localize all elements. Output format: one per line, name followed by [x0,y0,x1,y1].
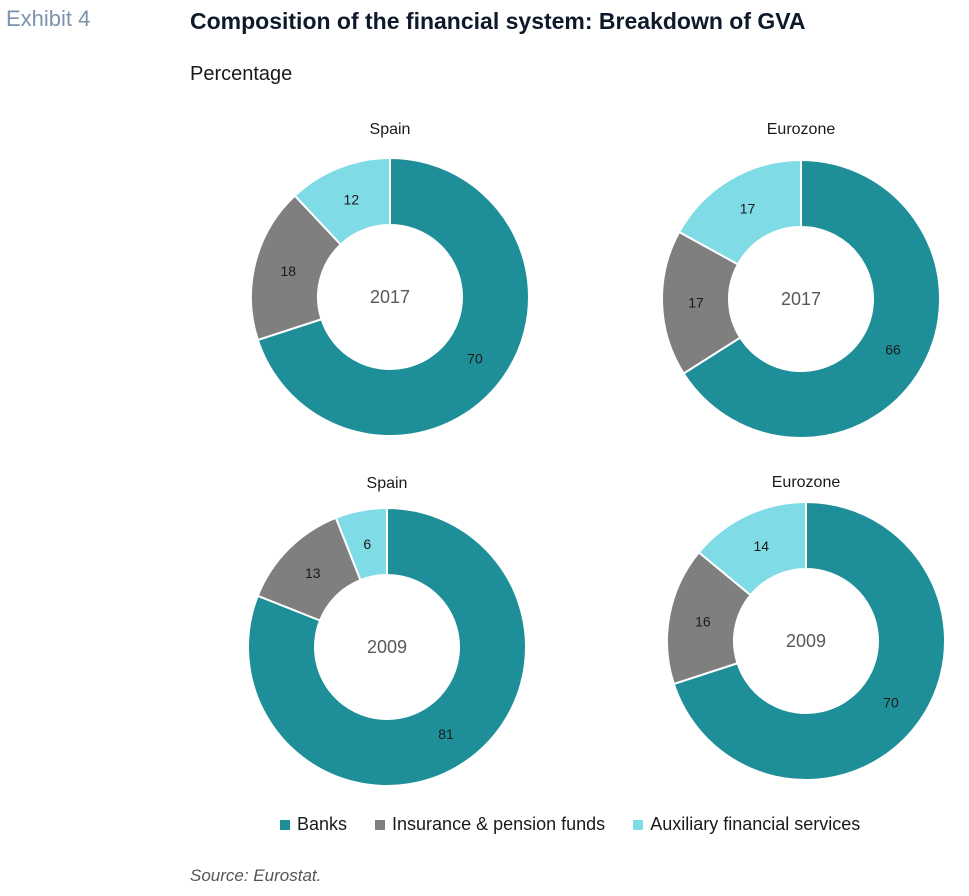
data-label-auxiliary-financial-services: 12 [344,191,360,207]
legend-label-insurance: Insurance & pension funds [392,814,606,834]
donut-slice-insurance-pension-funds [661,230,742,375]
page-subtitle: Percentage [190,63,293,85]
data-label-insurance-pension-funds: 17 [688,294,704,310]
source-note: Source: Eurostat. [190,866,322,885]
data-label-auxiliary-financial-services: 17 [740,201,756,217]
center-year-label: 2009 [367,637,407,657]
legend-item-auxiliary: Auxiliary financial services [633,814,860,835]
legend-label-banks: Banks [297,814,348,834]
data-label-insurance-pension-funds: 16 [695,613,711,629]
donut-slice-banks [256,156,530,437]
center-year-label: 2017 [370,287,410,307]
legend-swatch-banks [280,819,290,830]
donut-slice-auxiliary-financial-services [293,156,391,246]
data-label-banks: 81 [438,726,454,742]
legend-swatch-auxiliary [633,819,644,830]
donut-slice-banks [682,158,941,439]
legend-item-banks: Banks [280,814,347,835]
data-label-banks: 66 [885,342,901,358]
donut-slice-insurance-pension-funds [250,194,343,342]
chart-title: Spain [370,121,411,138]
chart-title: Eurozone [772,474,841,491]
chart-title: Eurozone [767,121,836,138]
data-label-insurance-pension-funds: 13 [305,565,321,581]
center-year-label: 2017 [781,289,821,309]
donut-slice-auxiliary-financial-services [677,158,802,266]
data-label-auxiliary-financial-services: 14 [754,538,770,554]
donut-slice-auxiliary-financial-services [334,506,388,582]
legend-item-insurance: Insurance & pension funds [375,814,605,835]
data-label-insurance-pension-funds: 18 [281,263,297,279]
donut-slice-banks [247,506,527,787]
donut-slice-auxiliary-financial-services [697,500,807,597]
data-label-banks: 70 [467,351,483,367]
data-label-banks: 70 [883,695,899,711]
chart-legend: Banks Insurance & pension funds Auxiliar… [280,814,860,835]
chart-title: Spain [367,475,408,492]
exhibit-label: Exhibit 4 [6,6,91,31]
data-label-auxiliary-financial-services: 6 [363,536,371,552]
legend-swatch-insurance [375,819,386,830]
legend-label-auxiliary: Auxiliary financial services [650,814,861,834]
donut-slice-banks [672,500,946,781]
page-title: Composition of the financial system: Bre… [190,8,806,34]
center-year-label: 2009 [786,631,826,651]
